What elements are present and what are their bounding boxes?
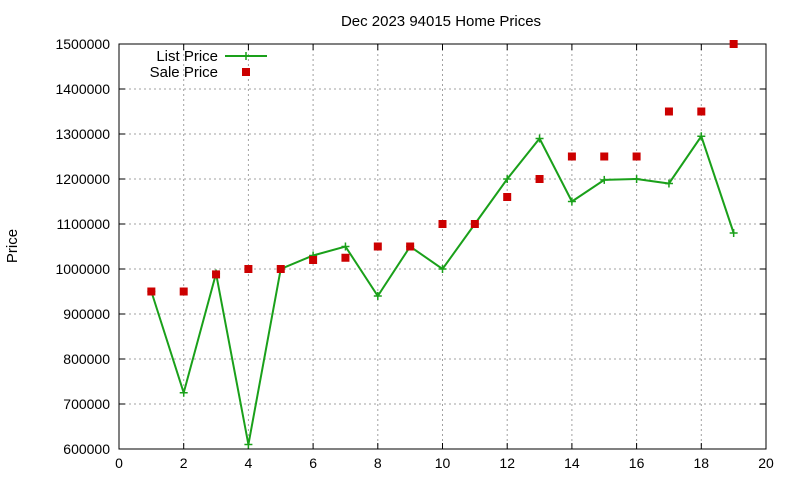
- series-layer: [147, 40, 738, 449]
- sale-price-point: [600, 152, 609, 161]
- list-price-point: [535, 134, 544, 143]
- y-tick-label: 700000: [63, 396, 110, 412]
- sale-price-point: [503, 193, 512, 201]
- sale-price-point: [373, 242, 382, 251]
- y-tick-label: 1000000: [55, 261, 110, 277]
- y-tick-label: 1100000: [57, 216, 111, 232]
- list-price-point: [244, 440, 253, 449]
- x-tick-label: 0: [115, 455, 123, 471]
- y-axis-label: Price: [4, 229, 21, 263]
- x-tick-label: 18: [694, 455, 710, 471]
- list-price-point: [632, 175, 641, 183]
- legend-label: List Price: [156, 48, 218, 65]
- list-price-point: [600, 175, 609, 184]
- y-tick-label: 600000: [63, 441, 110, 457]
- list-price-point: [373, 292, 382, 300]
- x-tick-label: 10: [435, 455, 451, 471]
- list-price-point: [503, 175, 512, 183]
- sale-price-point: [406, 242, 415, 251]
- y-tick-label: 900000: [63, 306, 110, 322]
- sale-price-point: [212, 270, 221, 279]
- sale-price-point: [729, 40, 738, 48]
- legend-marker: [242, 52, 250, 60]
- sale-price-point: [309, 256, 318, 264]
- sale-price-point: [244, 265, 253, 273]
- y-tick-label: 1300000: [55, 126, 110, 142]
- x-tick-label: 12: [499, 455, 515, 471]
- list-price-point: [341, 242, 350, 251]
- list-price-point: [567, 197, 576, 206]
- sale-price-point: [632, 152, 641, 161]
- legend-label: Sale Price: [150, 64, 218, 81]
- list-price-point: [179, 388, 188, 397]
- list-price-point: [697, 132, 706, 141]
- sale-price-point: [438, 220, 447, 228]
- series-1: [147, 40, 738, 296]
- axis-layer: 0 2 4 6 8 10 12 14 16 18 20 600000 700000 800000 90000…: [55, 36, 774, 471]
- y-tick-label: 1500000: [55, 36, 110, 52]
- sale-price-point: [147, 287, 156, 296]
- y-tick-label: 1200000: [55, 171, 110, 187]
- x-tick-label: 16: [629, 455, 645, 471]
- x-tick-label: 4: [245, 455, 253, 471]
- legend-marker: [242, 68, 250, 76]
- y-tick-label: 800000: [63, 351, 110, 367]
- x-tick-label: 14: [564, 455, 580, 471]
- sale-price-point: [341, 253, 350, 262]
- sale-price-point: [470, 220, 479, 228]
- x-tick-label: 8: [374, 455, 382, 471]
- list-price-point: [438, 265, 447, 273]
- sale-price-point: [276, 265, 285, 273]
- sale-price-point: [567, 152, 576, 161]
- list-price-point: [729, 229, 738, 237]
- sale-price-point: [697, 107, 706, 116]
- x-tick-label: 20: [758, 455, 774, 471]
- sale-price-point: [664, 107, 673, 116]
- chart-title: Dec 2023 94015 Home Prices: [341, 13, 541, 30]
- x-tick-label: 2: [180, 455, 188, 471]
- grid-layer: [119, 44, 766, 449]
- list-price-point: [664, 179, 673, 188]
- sale-price-point: [179, 287, 188, 296]
- sale-price-point: [535, 175, 544, 183]
- x-tick-label: 6: [309, 455, 317, 471]
- y-tick-label: 1400000: [55, 81, 110, 97]
